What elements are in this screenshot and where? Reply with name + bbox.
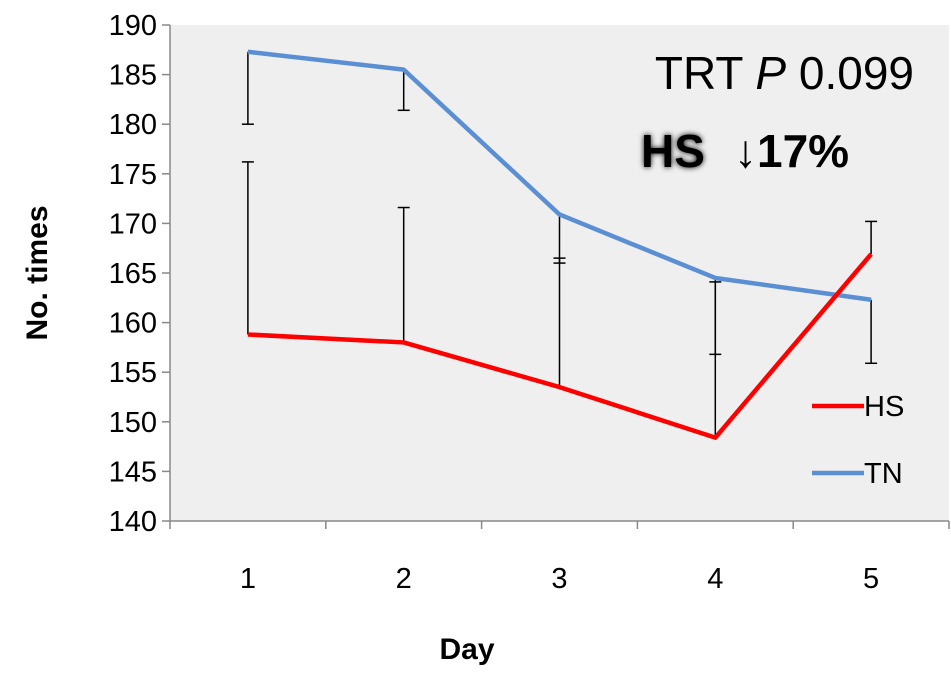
- legend: HS TN: [812, 391, 904, 490]
- y-tick-label: 175: [109, 159, 157, 191]
- legend-label-hs: HS: [864, 391, 904, 423]
- error-bars: [241, 51, 878, 438]
- y-tick-label: 165: [109, 258, 157, 290]
- x-tick-label: 4: [707, 563, 723, 595]
- annotation-hs: HS: [641, 125, 705, 177]
- y-tick-label: 140: [109, 506, 157, 538]
- y-tick-label: 190: [109, 10, 157, 42]
- y-tick-label: 155: [109, 357, 157, 389]
- y-tick-label: 180: [109, 109, 157, 141]
- x-tick-label: 3: [551, 563, 567, 595]
- annotation-trt-p: P: [755, 47, 786, 99]
- x-axis: 1 2 3 4 5: [169, 520, 950, 595]
- x-tick-label: 2: [396, 563, 412, 595]
- legend-label-tn: TN: [864, 458, 903, 490]
- annotation-trt: TRT P 0.099: [655, 47, 914, 99]
- y-tick-label: 160: [109, 308, 157, 340]
- y-axis-title: No. times: [21, 205, 54, 340]
- x-axis-title: Day: [439, 633, 494, 666]
- series-line-tn: [247, 49, 872, 303]
- annotation-change: ↓17%: [734, 125, 849, 177]
- x-tick-label: 1: [240, 563, 256, 595]
- x-tick-label: 5: [863, 563, 879, 595]
- y-tick-label: 145: [109, 456, 157, 488]
- annotation-hs-glow: HS: [641, 125, 705, 177]
- y-tick-label: 150: [109, 407, 157, 439]
- annotation-trt-value: 0.099: [799, 47, 914, 99]
- y-axis: 140 145 150 155 160 165 170 175 180 185 190: [109, 10, 171, 538]
- y-tick-label: 185: [109, 60, 157, 92]
- series-lines: [247, 49, 873, 440]
- series-line-hs: [247, 252, 873, 440]
- y-tick-label: 170: [109, 208, 157, 240]
- annotation-trt-prefix: TRT: [655, 47, 743, 99]
